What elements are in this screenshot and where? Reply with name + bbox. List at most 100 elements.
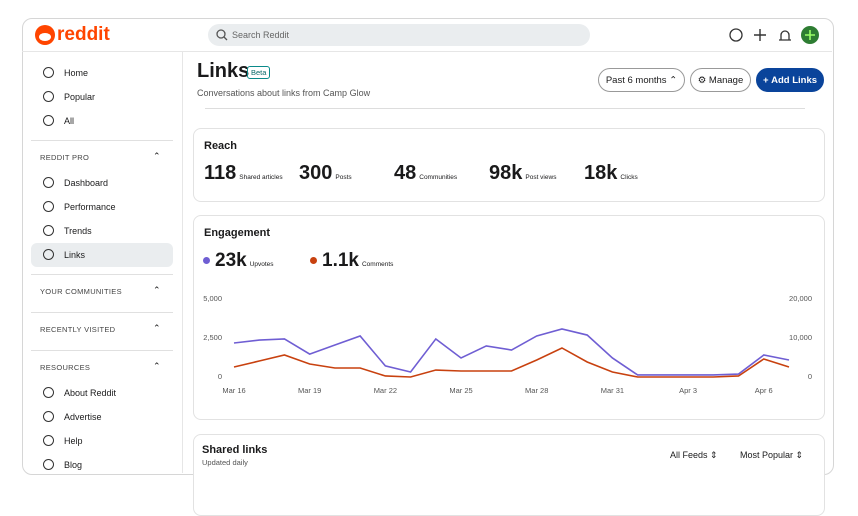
nav-icon bbox=[43, 115, 54, 126]
nav-item[interactable]: All bbox=[64, 116, 75, 126]
card-title: Engagement bbox=[204, 227, 271, 239]
sidebar-divider bbox=[182, 52, 183, 473]
card-title: Shared links bbox=[202, 444, 268, 456]
add-links-button[interactable]: + Add Links bbox=[756, 68, 824, 92]
page: reddit Search Reddit Home Popular All REDDI… bbox=[22, 18, 834, 516]
collapse-icon: ⌃ bbox=[153, 361, 161, 371]
logo-icon bbox=[35, 25, 55, 45]
stat-value: 118 bbox=[204, 162, 237, 184]
button-label: Past 6 months bbox=[605, 74, 667, 86]
nav-icon bbox=[43, 91, 54, 102]
stat: 118 Shared articles bbox=[204, 162, 283, 185]
legend-name: Comments bbox=[361, 261, 394, 268]
engagement-card bbox=[193, 215, 825, 420]
sort-filter[interactable]: Most Popular ⇕ bbox=[740, 450, 804, 460]
nav-item[interactable]: Trends bbox=[64, 226, 92, 236]
nav-icon bbox=[43, 435, 54, 446]
nav-icon bbox=[43, 459, 54, 470]
search-icon bbox=[216, 29, 228, 41]
data-line bbox=[233, 328, 790, 376]
stat-label: Clicks bbox=[620, 174, 638, 181]
page-subtitle: Conversations about links from Camp Glow bbox=[197, 88, 371, 98]
legend-total: 1.1k bbox=[322, 250, 359, 271]
search-bar[interactable] bbox=[208, 24, 590, 46]
y2-tick-label: 0 bbox=[808, 372, 812, 381]
nav-icon bbox=[43, 249, 54, 260]
collapse-icon: ⌃ bbox=[153, 323, 161, 333]
stat: 300 Posts bbox=[299, 162, 352, 185]
nav-item[interactable]: Blog bbox=[64, 460, 83, 470]
feed-filter[interactable]: All Feeds ⇕ bbox=[670, 450, 718, 460]
y-tick-label: 0 bbox=[218, 372, 222, 381]
active-highlight bbox=[31, 243, 173, 267]
logo-text[interactable]: reddit bbox=[57, 24, 110, 45]
card-title: Reach bbox=[204, 140, 238, 152]
card-subtitle: Updated daily bbox=[202, 458, 248, 467]
stat-label: Shared articles bbox=[239, 174, 283, 181]
nav-icon bbox=[43, 387, 54, 398]
stat-value: 98k bbox=[489, 162, 523, 184]
y2-tick-label: 20,000 bbox=[789, 294, 812, 303]
x-tick-label: Apr 6 bbox=[755, 386, 773, 395]
nav-icon bbox=[43, 67, 54, 78]
stat-label: Communities bbox=[419, 174, 458, 181]
collapse-icon: ⌃ bbox=[153, 151, 161, 161]
legend-entry: 23k Upvotes bbox=[215, 250, 274, 272]
collapse-icon: ⌃ bbox=[153, 285, 161, 295]
x-tick-label: Apr 3 bbox=[679, 386, 697, 395]
nav-item[interactable]: About Reddit bbox=[64, 388, 117, 398]
nav-item[interactable]: Help bbox=[64, 436, 83, 446]
legend-name: Upvotes bbox=[249, 261, 274, 268]
y-tick-label: 5,000 bbox=[203, 294, 222, 303]
stat: 48 Communities bbox=[394, 162, 457, 185]
page-title: Links bbox=[197, 60, 250, 82]
legend-entry: 1.1k Comments bbox=[322, 250, 393, 272]
data-line bbox=[233, 347, 790, 378]
search-placeholder: Search Reddit bbox=[232, 30, 290, 40]
nav-icon bbox=[43, 225, 54, 236]
stat: 18k Clicks bbox=[584, 162, 638, 185]
stat-label: Post views bbox=[525, 174, 557, 181]
header-icons[interactable] bbox=[728, 26, 822, 46]
stat-value: 300 bbox=[299, 162, 333, 184]
legend-dot bbox=[310, 257, 317, 264]
engagement-chart: 0 2,500 5,000 0 10,000 20,000 Mar 16 Mar 19 Mar … bbox=[203, 294, 812, 395]
reach-card bbox=[193, 128, 825, 202]
date-range-button[interactable]: Past 6 months ⌃ bbox=[598, 68, 685, 92]
nav-item[interactable]: Dashboard bbox=[64, 178, 109, 188]
stat: 98k Post views bbox=[489, 162, 556, 185]
button-label: Manage bbox=[708, 74, 744, 86]
x-tick-label: Mar 25 bbox=[449, 386, 472, 395]
nav-icon bbox=[43, 411, 54, 422]
section-divider bbox=[31, 350, 173, 351]
section-title: YOUR COMMUNITIES bbox=[40, 287, 122, 296]
nav-item[interactable]: Popular bbox=[64, 92, 96, 102]
y2-tick-label: 10,000 bbox=[789, 333, 812, 342]
section-divider bbox=[31, 312, 173, 313]
shared-links-card bbox=[193, 434, 825, 516]
x-tick-label: Mar 31 bbox=[601, 386, 624, 395]
button-label: Add Links bbox=[771, 74, 818, 86]
nav-icon bbox=[43, 201, 54, 212]
legend-total: 23k bbox=[215, 250, 247, 271]
section-title: REDDIT PRO bbox=[40, 153, 90, 162]
manage-button[interactable]: ⚙ Manage bbox=[690, 68, 751, 92]
y-tick-label: 2,500 bbox=[203, 333, 222, 342]
header-rule bbox=[205, 108, 805, 109]
filter-label: Most Popular bbox=[740, 450, 794, 460]
section-divider bbox=[31, 140, 173, 141]
legend-dot bbox=[203, 257, 210, 264]
stat-label: Posts bbox=[335, 174, 352, 181]
filter-label: All Feeds bbox=[670, 450, 708, 460]
section-title: RECENTLY VISITED bbox=[40, 325, 116, 334]
nav-item[interactable]: Links bbox=[64, 250, 86, 260]
x-tick-label: Mar 19 bbox=[298, 386, 321, 395]
nav-item[interactable]: Home bbox=[64, 68, 89, 78]
beta-badge: Beta bbox=[247, 66, 271, 79]
nav-item[interactable]: Advertise bbox=[64, 412, 102, 422]
nav-item[interactable]: Performance bbox=[64, 202, 116, 212]
stat-value: 48 bbox=[394, 162, 417, 184]
x-tick-label: Mar 16 bbox=[222, 386, 245, 395]
stat-value: 18k bbox=[584, 162, 618, 184]
x-tick-label: Mar 28 bbox=[525, 386, 548, 395]
